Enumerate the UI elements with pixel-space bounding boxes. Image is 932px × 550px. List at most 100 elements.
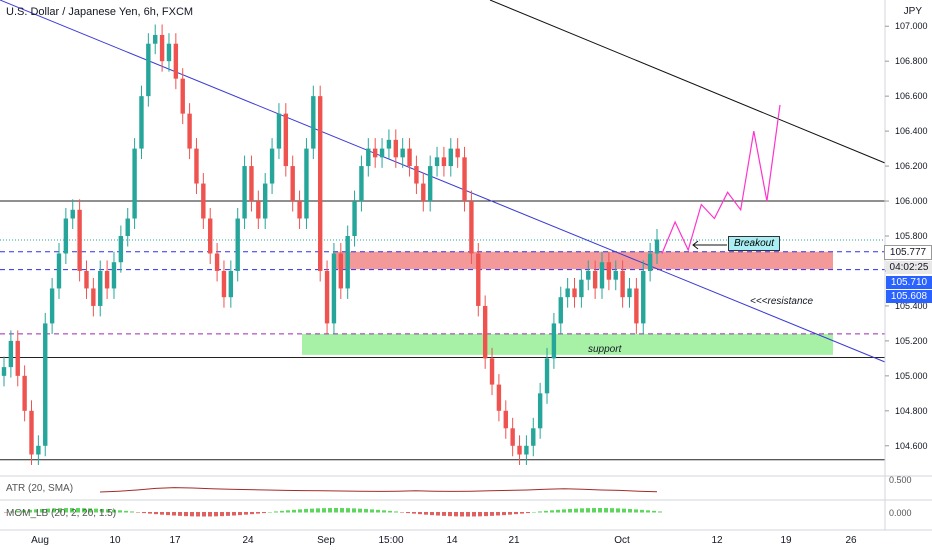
candle-body [427,166,433,202]
candle-body [517,445,522,455]
momentum-bar [574,508,578,513]
candle-body [400,148,405,158]
momentum-value: 0.000 [889,508,912,518]
momentum-bar [268,511,272,513]
momentum-bar [532,511,536,513]
momentum-bar [244,512,248,515]
y-tick-label: 104.800 [895,406,928,416]
momentum-bar [10,511,14,513]
candle-body [139,96,144,149]
momentum-bar [226,512,230,516]
momentum-bar [388,510,392,513]
momentum-bar [586,508,590,513]
upper-channel-line [489,0,886,164]
momentum-bar [28,509,32,513]
y-tick-label: 105.000 [895,371,928,381]
x-tick-label: 17 [169,535,181,546]
currency-label: JPY [903,6,922,17]
momentum-bar [154,512,158,515]
momentum-bar [214,512,218,517]
momentum-bar [352,508,356,513]
x-tick-label: 14 [446,535,458,546]
candle-body [558,297,563,324]
momentum-bar [610,508,614,513]
y-tick-label: 107.000 [895,21,928,31]
candle-body [22,375,27,411]
momentum-bar [160,512,164,515]
candle-body [242,166,247,219]
candle-body [297,201,302,219]
candle-body [434,157,440,167]
momentum-bar [484,512,488,517]
momentum-bar [106,509,110,513]
momentum-bar [22,510,26,513]
candle-body [221,270,227,298]
momentum-bar [430,512,434,516]
x-tick-label: Sep [317,535,335,546]
candle-body [324,270,330,324]
candle-body [77,209,82,271]
candle-body [469,201,474,254]
breakout-annotation: Breakout [728,236,781,251]
momentum-bar [598,508,602,513]
x-tick-label: 10 [109,535,121,546]
momentum-bar [514,512,518,515]
momentum-bar [166,512,170,516]
momentum-bar [538,511,542,513]
momentum-bar [358,508,362,513]
candle-body [159,34,165,62]
candle-body [414,166,419,184]
momentum-bar [58,508,62,513]
momentum-bar [40,508,44,513]
candle-body [331,253,337,324]
momentum-bar [274,511,278,513]
momentum-bar [508,512,512,515]
candle-body [125,218,130,236]
candle-body [104,270,110,289]
y-tick-label: 106.400 [895,126,928,136]
candle-body [256,201,261,219]
candle-body [166,43,172,62]
momentum-bar [616,508,620,513]
chart-title: U.S. Dollar / Japanese Yen, 6h, FXCM [6,6,194,18]
candle-body [565,288,570,298]
momentum-bar [292,509,296,513]
y-tick-label: 106.600 [895,91,928,101]
candle-body [8,340,14,368]
candle-body [407,148,412,167]
candle-body [235,218,240,271]
momentum-bar [4,512,8,513]
momentum-bar [382,510,386,513]
candle-body [345,236,350,289]
candle-body [537,393,543,429]
candle-body [613,270,618,280]
momentum-bar [286,510,290,513]
candle-body [311,96,316,149]
candle-body [208,218,213,254]
candle-body [118,236,124,263]
resistance-zone [333,251,833,270]
momentum-bar [622,508,626,513]
candle-body [70,209,75,219]
candle-body [551,323,557,359]
candle-body [56,253,62,289]
candle-body [372,148,378,158]
candle-body [510,428,515,446]
momentum-bar [130,511,134,513]
candle-body [283,113,289,167]
momentum-bar [202,512,206,517]
candle-body [317,96,323,271]
candle-body [606,262,612,280]
candle-body [29,410,34,455]
candle-body [194,148,199,184]
y-tick-label: 105.800 [895,231,928,241]
candle-body [290,166,295,202]
candle-body [153,34,158,44]
candle-body [304,148,309,219]
momentum-bar [562,509,566,513]
candle-body [269,148,275,184]
candle-series [1,24,660,466]
momentum-bar [334,508,338,513]
momentum-bar [418,512,422,515]
